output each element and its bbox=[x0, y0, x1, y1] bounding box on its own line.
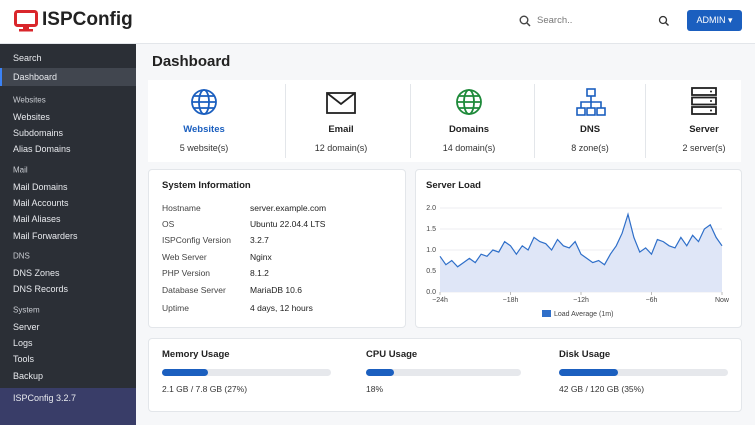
search-button[interactable] bbox=[658, 15, 670, 27]
tile-count: 14 domain(s) bbox=[442, 143, 496, 153]
tiles-row bbox=[148, 80, 741, 162]
y-tick-label: 1.5 bbox=[426, 226, 436, 233]
nav-item[interactable]: Mail Aliases bbox=[13, 214, 61, 225]
y-tick-label: 1.0 bbox=[426, 247, 436, 254]
nav-section: System bbox=[13, 305, 40, 315]
usage-bar bbox=[162, 369, 208, 376]
logo-text: ISPConfig bbox=[42, 9, 133, 30]
nav-item[interactable]: Mail Domains bbox=[13, 181, 68, 192]
usage-title: Disk Usage bbox=[559, 349, 611, 360]
y-tick-label: 2.0 bbox=[426, 205, 436, 212]
nav-item[interactable]: Websites bbox=[13, 111, 50, 122]
tile-divider bbox=[534, 84, 535, 158]
tile-label[interactable]: Websites bbox=[183, 124, 225, 135]
nav-item[interactable]: Tools bbox=[13, 354, 35, 365]
usage-detail: 18% bbox=[366, 384, 384, 394]
nav-item[interactable]: Mail Forwarders bbox=[13, 230, 78, 241]
info-value: MariaDB 10.6 bbox=[250, 285, 302, 295]
usage-title: CPU Usage bbox=[366, 349, 418, 360]
header: ISPConfig Search.. ADMIN ▾ bbox=[0, 0, 755, 44]
nav-item[interactable]: Subdomains bbox=[13, 128, 64, 138]
tile-divider bbox=[410, 84, 411, 158]
info-label: ISPConfig Version bbox=[162, 235, 231, 245]
email-icon bbox=[326, 92, 356, 114]
x-tick-label: −18h bbox=[503, 297, 519, 304]
tile-divider bbox=[645, 84, 646, 158]
usage-detail: 42 GB / 120 GB (35%) bbox=[559, 384, 645, 394]
line bbox=[439, 212, 723, 268]
active-item-bg bbox=[0, 68, 136, 86]
system-info-card: System Information bbox=[148, 169, 406, 328]
usage-track bbox=[162, 369, 331, 376]
nav-item[interactable]: Backup bbox=[13, 370, 44, 381]
info-label: Uptime bbox=[162, 303, 189, 313]
info-value: 3.2.7 bbox=[250, 235, 269, 245]
dns-icon bbox=[576, 88, 606, 116]
nav-item[interactable]: DNS Records bbox=[13, 284, 69, 295]
page-title: Dashboard bbox=[152, 53, 231, 70]
info-value: Nginx bbox=[250, 252, 272, 262]
x-tick-label: −6h bbox=[646, 297, 658, 304]
info-label: PHP Version bbox=[162, 268, 211, 278]
tile-divider bbox=[285, 84, 286, 158]
info-label: Web Server bbox=[162, 252, 207, 262]
search-icon bbox=[519, 15, 531, 27]
info-value: Ubuntu 22.04.4 LTS bbox=[250, 219, 326, 229]
tile-count: 2 server(s) bbox=[682, 143, 726, 153]
info-value: server.example.com bbox=[250, 203, 327, 213]
info-label: Hostname bbox=[162, 203, 201, 213]
usage-title: Memory Usage bbox=[162, 349, 230, 360]
usage-detail: 2.1 GB / 7.8 GB (27%) bbox=[162, 384, 248, 394]
tile-label[interactable]: Domains bbox=[448, 124, 490, 135]
sidebar-footer: ISPConfig 3.2.7 bbox=[0, 388, 136, 425]
nav-item[interactable]: Search bbox=[13, 53, 42, 63]
info-value: 8.1.2 bbox=[250, 268, 269, 278]
tile-count: 12 domain(s) bbox=[314, 143, 368, 153]
nav-item[interactable]: Mail Accounts bbox=[13, 198, 69, 208]
nav-section: DNS bbox=[13, 251, 30, 261]
user-button-label: ADMIN bbox=[696, 15, 726, 25]
logo-icon bbox=[14, 10, 38, 32]
x-tick-label: −12h bbox=[573, 297, 589, 304]
server-icon bbox=[691, 87, 717, 115]
domains-icon bbox=[456, 89, 482, 115]
x-tick-label: −24h bbox=[432, 297, 448, 304]
tile-count: 5 website(s) bbox=[179, 143, 229, 153]
version: ISPConfig 3.2.7 bbox=[13, 393, 77, 403]
nav-item[interactable]: Alias Domains bbox=[13, 144, 71, 155]
legend-swatch bbox=[542, 310, 551, 317]
search-input[interactable]: Search.. bbox=[537, 15, 573, 26]
tile-label[interactable]: Email bbox=[328, 124, 354, 135]
card-title: System Information bbox=[162, 180, 251, 191]
nav-item[interactable]: Server bbox=[13, 321, 40, 332]
usage-track bbox=[559, 369, 728, 376]
nav-item[interactable]: DNS Zones bbox=[13, 268, 60, 278]
tile-label[interactable]: Server bbox=[689, 124, 719, 135]
card-title: Server Load bbox=[426, 180, 481, 191]
info-value: 4 days, 12 hours bbox=[250, 303, 313, 313]
info-label: OS bbox=[162, 219, 175, 229]
websites-icon bbox=[191, 89, 217, 115]
usage-track bbox=[366, 369, 521, 376]
y-tick-label: 0.5 bbox=[426, 268, 436, 275]
nav-item[interactable]: Logs bbox=[13, 338, 33, 348]
server-load-chart: 0.0 0.5 1.0 1.5 2.0 −24h −18h −12h −6h Now Load Av… bbox=[426, 205, 730, 318]
nav-item[interactable]: Dashboard bbox=[13, 72, 58, 82]
legend-label: Load Average (1m) bbox=[554, 311, 613, 318]
sidebar: Search Dashboard Websites Websites Subdomain… bbox=[0, 44, 136, 425]
area-fill bbox=[440, 214, 722, 292]
x-tick-label: Now bbox=[715, 297, 730, 304]
y-tick-label: 0.0 bbox=[426, 289, 436, 296]
info-label: Database Server bbox=[162, 285, 226, 295]
usage-bar bbox=[366, 369, 394, 376]
usage-bar bbox=[559, 369, 619, 376]
tile-count: 8 zone(s) bbox=[571, 143, 609, 153]
user-button[interactable]: ADMIN ▾ bbox=[687, 10, 742, 31]
nav-section: Mail bbox=[13, 165, 28, 175]
nav-section: Websites bbox=[13, 95, 46, 105]
tile-label[interactable]: DNS bbox=[579, 124, 601, 135]
